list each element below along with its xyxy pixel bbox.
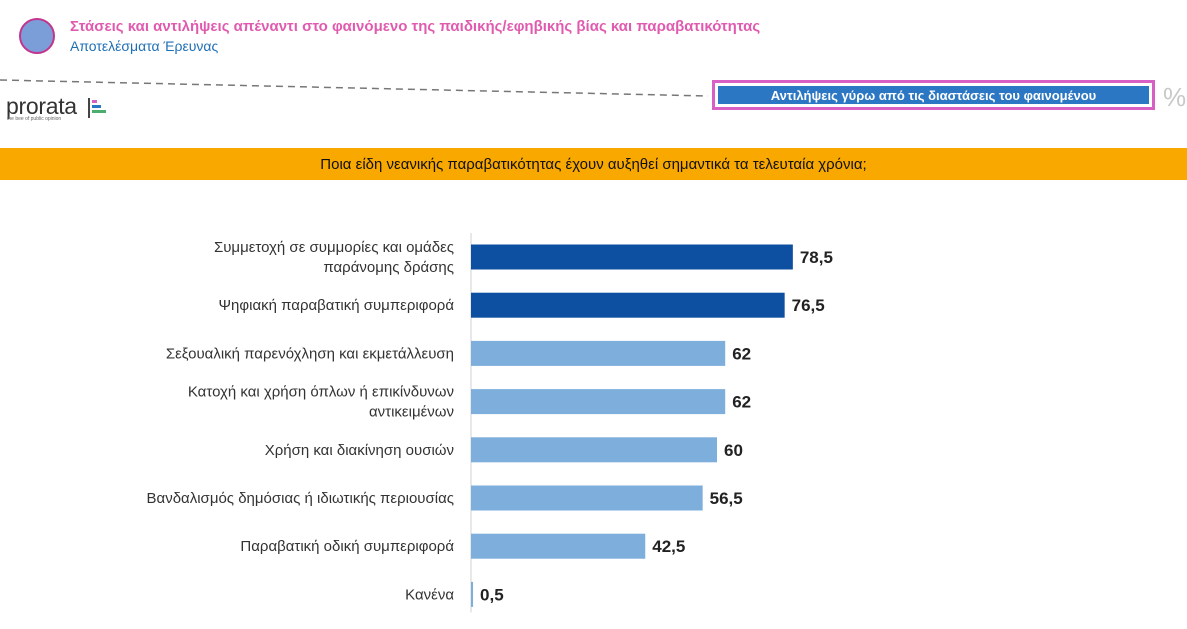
category-label: Παραβατική οδική συμπεριφορά bbox=[240, 538, 454, 555]
page-title: Στάσεις και αντιλήψεις απέναντι στο φαιν… bbox=[70, 18, 761, 35]
bar-value-label: 62 bbox=[732, 393, 751, 412]
bar-value-label: 76,5 bbox=[792, 296, 825, 315]
bar bbox=[471, 533, 646, 559]
category-label: Κανένα bbox=[405, 586, 454, 603]
bar bbox=[471, 581, 474, 607]
logo-tagline: the bee of public opinion bbox=[7, 116, 62, 122]
bar-chart: 78,5 Συμμετοχή σε συμμορίες και ομάδες παρ… bbox=[147, 233, 833, 613]
section-label-box: Αντιλήψεις γύρω από τις διαστάσεις του φ… bbox=[712, 80, 1155, 110]
question-text: Ποια είδη νεανικής παραβατικότητας έχουν… bbox=[320, 155, 867, 173]
header-circle-icon bbox=[19, 18, 55, 54]
bar bbox=[471, 340, 726, 366]
page-subtitle: Αποτελέσματα Έρευνας bbox=[70, 38, 219, 54]
bar bbox=[471, 437, 717, 463]
bar-value-label: 42,5 bbox=[652, 537, 685, 556]
category-label: Ψηφιακή παραβατική συμπεριφορά bbox=[219, 297, 455, 314]
section-label: Αντιλήψεις γύρω από τις διαστάσεις του φ… bbox=[718, 86, 1149, 104]
bar bbox=[471, 244, 793, 270]
bar-value-label: 0,5 bbox=[480, 585, 504, 604]
bar-value-label: 78,5 bbox=[800, 248, 833, 267]
logo-bars-icon bbox=[88, 98, 106, 118]
logo-text: prorata bbox=[6, 93, 77, 119]
category-label: Σεξουαλική παρενόχληση και εκμετάλλευση bbox=[166, 345, 454, 362]
category-label: Συμμετοχή σε συμμορίες και ομάδες παράνομ… bbox=[214, 239, 454, 276]
category-label: Χρήση και διακίνηση ουσιών bbox=[265, 442, 454, 459]
category-label: Κατοχή και χρήση όπλων ή επικίνδυνων αντι… bbox=[188, 384, 454, 421]
bar-value-label: 60 bbox=[724, 441, 743, 460]
question-banner: Ποια είδη νεανικής παραβατικότητας έχουν… bbox=[0, 148, 1187, 180]
bar bbox=[471, 292, 785, 318]
unit-label: % bbox=[1163, 82, 1187, 112]
bar-value-label: 62 bbox=[732, 344, 751, 363]
category-label: Βανδαλισμός δημόσιας ή ιδιωτικής περιουσ… bbox=[147, 490, 454, 507]
dashed-divider bbox=[0, 79, 709, 97]
bar-value-label: 56,5 bbox=[710, 489, 743, 508]
bar bbox=[471, 389, 726, 415]
bar bbox=[471, 485, 703, 511]
